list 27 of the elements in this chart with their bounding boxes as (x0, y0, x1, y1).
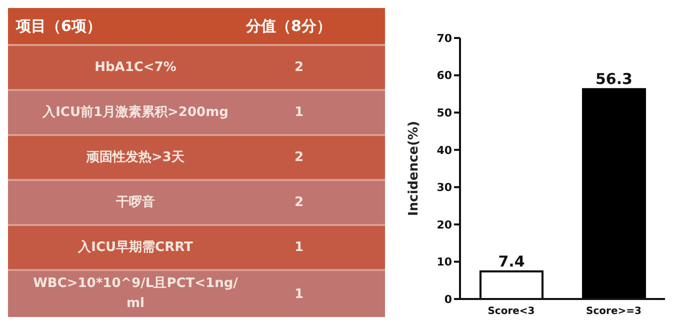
y-tick-label: 70 (436, 32, 452, 45)
data-label: 1 (293, 240, 305, 255)
y-tick-label: 0 (444, 292, 452, 306)
y-tick-label: 60 (436, 69, 452, 82)
data-label: 2 (293, 60, 305, 75)
category-label: 入ICU早期需CRRT (76, 238, 194, 256)
category-label: HbA1C<7% (94, 58, 178, 76)
data-label: 1 (293, 286, 305, 302)
category-label: 入ICU前1月激素累积>200mg (41, 104, 230, 122)
y-tick-label: 40 (436, 144, 452, 157)
y-axis-title: Incidence(%) (406, 120, 422, 216)
category-label: WBC>10*10^9/L且PCT<1ng/ml (32, 275, 239, 313)
category-label: 干啰音 (115, 194, 156, 212)
y-tick-label: 10 (436, 256, 452, 269)
text: 分值（8分） (246, 16, 332, 36)
data-label: 2 (293, 195, 305, 210)
y-tick-label: 30 (436, 181, 452, 194)
data-label: 7.4 (498, 252, 525, 270)
x-tick-label: Score>=3 (586, 306, 642, 318)
y-tick-label: 20 (436, 218, 452, 232)
y-tick-label: 50 (436, 106, 452, 120)
text: 项目（6项） (14, 16, 102, 36)
data-label: 1 (293, 105, 305, 120)
x-tick-label: Score<3 (488, 306, 535, 318)
data-label: 56.3 (595, 70, 633, 88)
data-label: 2 (293, 150, 305, 165)
category-label: 顽固性发热>3天 (85, 148, 186, 166)
